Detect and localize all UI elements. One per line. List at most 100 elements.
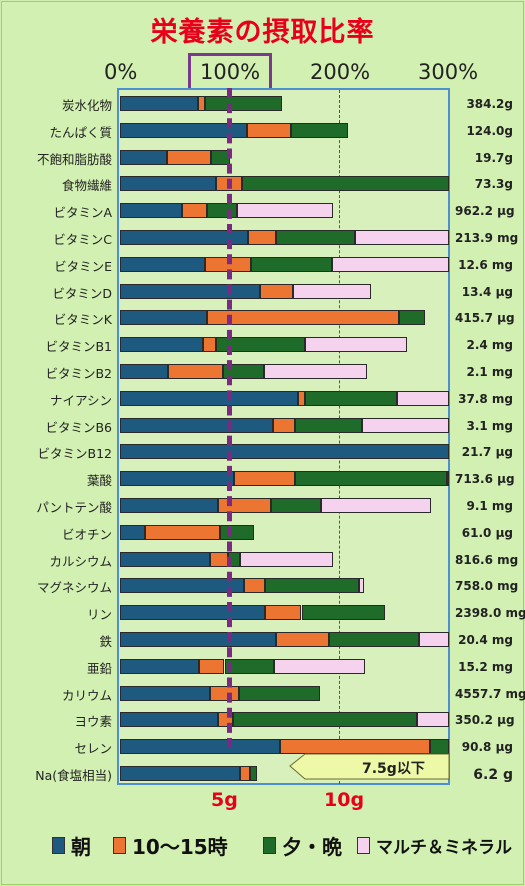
bar-segment-evening — [294, 417, 362, 433]
bar-segment-morning — [120, 122, 247, 138]
row-label: 葉酸 — [86, 473, 112, 489]
bar-segment-morning — [120, 96, 199, 111]
bar-segment-supplement — [236, 203, 334, 219]
bar-segment-morning — [120, 712, 218, 728]
chart-title: 栄養素の摂取比率 — [150, 17, 375, 48]
salt-tick-10g: 10g — [324, 789, 365, 811]
bar-segment-evening — [399, 310, 425, 326]
bar-segment-morning — [120, 256, 205, 272]
row-label: マグネシウム — [36, 580, 112, 596]
bar-segment-supplement — [292, 283, 371, 299]
salt-target-arrow — [289, 753, 450, 780]
bar-segment-evening — [290, 122, 348, 138]
row-value: 37.8 mg — [458, 391, 513, 406]
bar-segment-morning — [120, 149, 168, 165]
row-label: 食物繊維 — [61, 178, 112, 194]
x-tick-300: 300% — [418, 60, 479, 84]
x-tick-200: 200% — [310, 60, 371, 84]
row-label: パントテン酸 — [36, 500, 112, 515]
bar-segment-evening — [430, 739, 449, 755]
x-tick-0: 0% — [104, 60, 138, 84]
bar-segment-morning — [120, 176, 216, 192]
salt-tick-5g: 5g — [211, 789, 238, 811]
bar-segment-supplement — [446, 471, 449, 487]
bar-segment-morning — [120, 578, 245, 594]
row-label: ビタミンB12 — [37, 446, 112, 462]
bar-segment-morning — [120, 337, 203, 353]
bar-segment-noon — [298, 390, 305, 406]
row-value: 962.2 μg — [455, 204, 515, 219]
row-label: ナイアシン — [49, 392, 112, 408]
bar-segment-evening — [276, 230, 356, 245]
row-value: 13.4 μg — [461, 284, 513, 299]
row-label: 亜鉛 — [86, 660, 112, 676]
row-label: たんぱく質 — [49, 124, 112, 140]
legend-swatch-morning — [52, 836, 65, 854]
row-label: ビタミンA — [53, 205, 112, 221]
bar-segment-supplement — [274, 658, 366, 674]
row-label: 不飽和脂肪酸 — [36, 151, 112, 167]
legend-morning: 朝 — [52, 832, 91, 859]
row-label: カルシウム — [49, 553, 112, 569]
bar-segment-noon — [206, 310, 400, 326]
bar-segment-evening — [329, 632, 420, 647]
row-label: セレン — [74, 741, 112, 757]
bar-segment-noon — [234, 471, 295, 487]
bar-segment-morning — [120, 390, 299, 406]
row-value: 12.6 mg — [458, 257, 513, 272]
bar-segment-morning — [120, 551, 211, 567]
bar-segment-evening — [204, 96, 282, 111]
salt-target-label: 7.5g以下 — [362, 761, 425, 777]
bar-segment-noon — [198, 96, 205, 111]
row-value: 61.0 μg — [461, 525, 513, 540]
row-label: ビタミンB6 — [45, 419, 112, 435]
bar-segment-evening — [215, 337, 305, 353]
row-value: 2398.0 mg — [455, 606, 525, 621]
row-value: 816.6 mg — [455, 552, 519, 567]
bar-segment-noon — [168, 364, 224, 379]
x-tick-100: 100% — [200, 60, 261, 84]
bar-segment-evening — [233, 712, 417, 728]
bar-segment-morning — [120, 283, 260, 299]
bar-segment-morning — [120, 605, 266, 621]
bar-segment-morning — [120, 658, 200, 674]
bar-segment-evening — [206, 203, 237, 219]
bar-segment-noon — [279, 739, 431, 755]
bar-segment-morning — [120, 685, 211, 701]
bar-segment-morning — [120, 766, 240, 781]
row-value: 2.4 mg — [466, 338, 513, 353]
row-value: 15.2 mg — [458, 659, 513, 674]
row-label: ビタミンB2 — [45, 366, 112, 381]
bar-segment-morning — [120, 524, 146, 540]
bar-segment-evening — [249, 766, 258, 781]
row-value: 713.6 μg — [455, 472, 515, 487]
bar-segment-noon — [210, 551, 228, 567]
bar-segment-evening — [220, 524, 255, 540]
row-value: 20.4 mg — [458, 633, 513, 647]
bar-segment-evening — [265, 578, 359, 594]
row-value: 415.7 μg — [455, 311, 515, 326]
legend-supplement: マルチ＆ミネラル — [357, 832, 512, 858]
row-value: 213.9 mg — [455, 231, 519, 245]
bar-segment-morning — [120, 230, 248, 245]
row-value: 90.8 μg — [461, 740, 513, 755]
bar-segment-morning — [120, 203, 182, 219]
row-label: 鉄 — [99, 634, 112, 649]
row-label: Na(食塩相当) — [35, 768, 112, 783]
bar-segment-evening — [304, 390, 398, 406]
bar-segment-supplement — [239, 551, 334, 567]
row-label: 炭水化物 — [61, 98, 112, 113]
bar-segment-evening — [223, 364, 265, 379]
row-value: 73.3g — [474, 177, 513, 192]
row-label: リン — [86, 607, 112, 623]
row-value: 21.7 μg — [461, 445, 513, 460]
row-value: 384.2g — [466, 97, 513, 111]
legend-label-morning: 朝 — [71, 834, 91, 859]
bar-segment-noon — [265, 605, 302, 621]
bar-segment-evening — [238, 685, 321, 701]
row-label: ビオチン — [61, 526, 112, 542]
bar-segment-noon — [244, 578, 266, 594]
bar-segment-noon — [272, 417, 295, 433]
legend-noon: 10～15時 — [113, 832, 228, 859]
bar-segment-morning — [120, 417, 273, 433]
